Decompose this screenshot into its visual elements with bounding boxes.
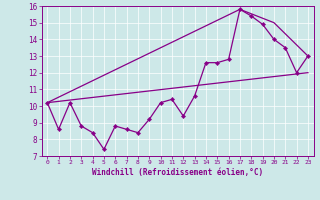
- X-axis label: Windchill (Refroidissement éolien,°C): Windchill (Refroidissement éolien,°C): [92, 168, 263, 177]
